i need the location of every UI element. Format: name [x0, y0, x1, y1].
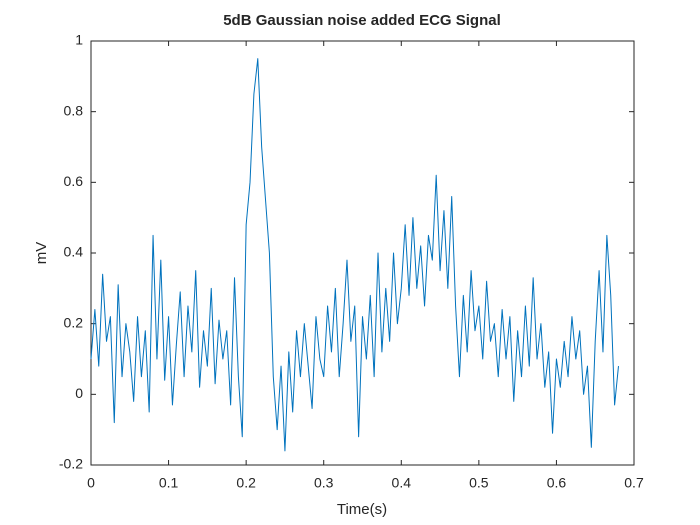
y-axis-label: mV [33, 242, 50, 265]
x-tick-label: 0.3 [314, 475, 334, 491]
x-tick-label: 0.6 [547, 475, 567, 491]
y-tick-label: 0.4 [64, 244, 84, 260]
x-tick-label: 0.7 [624, 475, 644, 491]
x-tick-label: 0 [87, 475, 95, 491]
y-tick-label: 0.2 [64, 314, 84, 330]
chart-title: 5dB Gaussian noise added ECG Signal [223, 12, 501, 29]
y-tick-label: -0.2 [59, 456, 83, 472]
y-tick-label: 0.8 [64, 102, 84, 118]
data-line [90, 58, 619, 452]
y-tick-label: 0 [75, 385, 83, 401]
x-tick-label: 0.2 [236, 475, 256, 491]
x-axis-label: Time(s) [337, 501, 387, 518]
x-tick-label: 0.1 [159, 475, 179, 491]
y-tick-label: 1 [75, 32, 83, 48]
plot-box [90, 40, 635, 466]
y-tick-label: 0.6 [64, 173, 84, 189]
x-tick-label: 0.5 [469, 475, 489, 491]
x-tick-label: 0.4 [392, 475, 412, 491]
